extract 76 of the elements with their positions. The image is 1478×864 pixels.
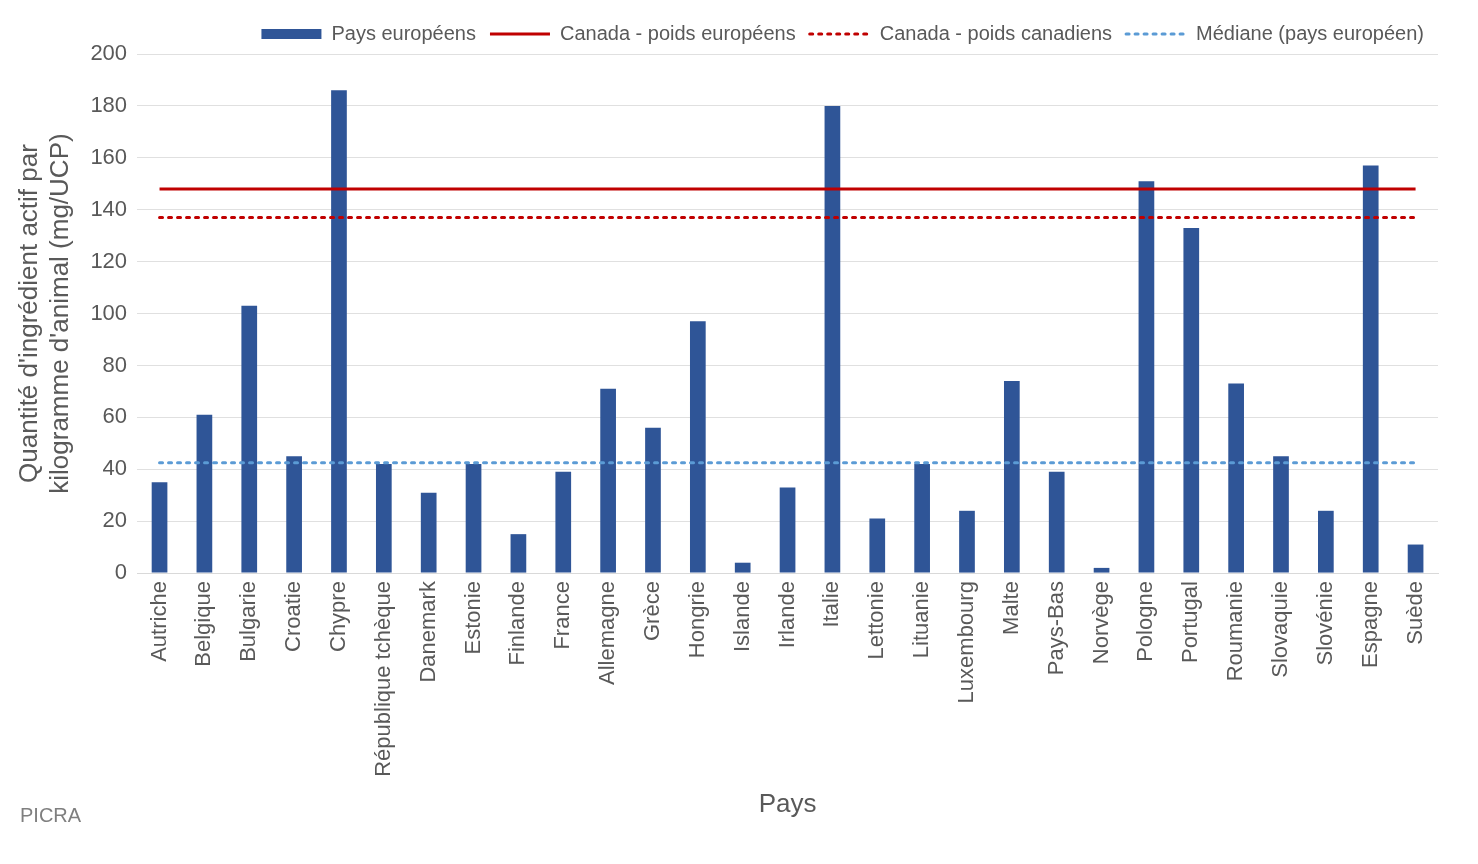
bar xyxy=(196,414,213,573)
y-tick-label: 100 xyxy=(90,299,128,325)
x-tick-label: Pologne xyxy=(1132,581,1158,662)
bar xyxy=(959,510,975,573)
bar xyxy=(824,105,841,573)
x-tick-label: Lituanie xyxy=(908,581,934,659)
x-tick-label: Allemagne xyxy=(594,581,620,686)
bar xyxy=(869,518,886,573)
text: PICRA xyxy=(20,804,82,826)
bar xyxy=(645,427,661,573)
bar xyxy=(600,388,616,573)
x-tick-label: Islande xyxy=(728,581,754,653)
bar xyxy=(779,487,796,573)
bar xyxy=(1228,383,1244,573)
legend-label: Canada - poids canadiens xyxy=(879,21,1113,44)
y-tick-label: 40 xyxy=(102,455,128,481)
y-tick-label: 80 xyxy=(102,351,128,377)
x-tick-label: Bulgarie xyxy=(235,581,261,662)
y-tick-label: 0 xyxy=(114,559,128,585)
bar xyxy=(689,321,706,573)
bar xyxy=(555,471,572,573)
x-tick-label: Roumanie xyxy=(1222,581,1248,682)
bar xyxy=(375,464,392,573)
bar xyxy=(1093,567,1110,573)
legend-label: Médiane (pays européen) xyxy=(1196,21,1424,44)
x-tick-label: Autriche xyxy=(145,581,171,662)
x-tick-label: Chypre xyxy=(325,581,351,653)
bar xyxy=(151,482,168,573)
x-tick-label: Finlande xyxy=(504,581,530,666)
bar xyxy=(1183,227,1200,573)
bar xyxy=(1318,510,1334,573)
bar xyxy=(1407,544,1424,573)
bar xyxy=(510,534,527,573)
legend-label: Canada - poids européens xyxy=(559,21,796,44)
bar xyxy=(465,464,482,573)
x-tick-label: Estonie xyxy=(459,581,485,655)
x-tick-label: Hongrie xyxy=(683,581,709,659)
bar xyxy=(1048,471,1065,573)
x-tick-label: Italie xyxy=(818,581,844,628)
bar xyxy=(331,90,347,573)
y-tick-label: 140 xyxy=(90,195,128,221)
x-tick-label: Luxembourg xyxy=(953,581,979,704)
bar xyxy=(1273,456,1289,573)
x-tick-label: Slovénie xyxy=(1311,581,1337,666)
bar xyxy=(420,492,437,573)
x-tick-label: Grèce xyxy=(639,581,665,642)
legend-label: Pays européens xyxy=(331,21,476,44)
x-axis-title: Pays xyxy=(758,787,817,818)
x-tick-label: Belgique xyxy=(190,581,216,667)
bar xyxy=(1362,165,1379,573)
x-tick-label: Slovaquie xyxy=(1267,581,1293,678)
y-tick-label: 60 xyxy=(102,403,128,429)
x-tick-label: Lettonie xyxy=(863,581,889,660)
y-tick-label: 180 xyxy=(90,91,128,117)
y-tick-label: 120 xyxy=(90,247,128,273)
y-tick-label: 200 xyxy=(90,40,128,66)
x-tick-label: Croatie xyxy=(280,581,306,653)
x-tick-label: Suède xyxy=(1401,581,1427,645)
x-tick-label: Danemark xyxy=(414,580,440,683)
bar xyxy=(1138,181,1155,573)
bar xyxy=(1004,381,1020,573)
bar xyxy=(734,562,751,573)
y-tick-label: 20 xyxy=(102,507,128,533)
x-tick-label: République tchèque xyxy=(369,581,395,777)
x-tick-label: Portugal xyxy=(1177,581,1203,664)
y-tick-label: 160 xyxy=(90,143,128,169)
x-tick-label: France xyxy=(549,581,575,650)
bar xyxy=(241,305,258,573)
x-tick-label: Pays-Bas xyxy=(1042,581,1068,676)
x-tick-label: Norvège xyxy=(1087,581,1113,665)
x-tick-label: Espagne xyxy=(1356,581,1382,668)
bar xyxy=(914,464,930,573)
x-tick-label: Irlande xyxy=(773,581,799,649)
y-axis-title: Quantité d'ingrédient actif par kilogramme d'animal (mg/UCP) xyxy=(12,133,74,494)
bar xyxy=(286,456,302,573)
x-tick-label: Malte xyxy=(997,581,1023,635)
